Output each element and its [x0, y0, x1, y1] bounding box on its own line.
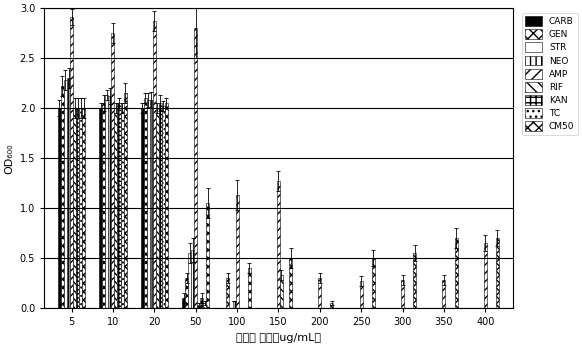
Bar [232, 301, 236, 308]
Bar [156, 108, 159, 308]
Bar [331, 303, 333, 308]
Bar [203, 303, 206, 308]
Bar [442, 280, 445, 308]
Bar [197, 305, 200, 308]
Bar [118, 103, 120, 308]
Bar [76, 108, 79, 308]
Bar [280, 275, 283, 308]
Bar [248, 268, 251, 308]
Bar [206, 203, 210, 308]
Bar [67, 78, 70, 308]
Bar [120, 108, 123, 308]
Bar [111, 33, 115, 308]
Bar [73, 108, 76, 308]
Bar [159, 103, 162, 308]
Bar [277, 181, 280, 308]
Bar [61, 86, 64, 308]
Bar [82, 108, 85, 308]
X-axis label: 抗生素 浓度（ug/mL）: 抗生素 浓度（ug/mL） [236, 333, 321, 343]
Bar [102, 103, 105, 308]
Legend: CARB, GEN, STR, NEO, AMP, RIF, KAN, TC, CM50: CARB, GEN, STR, NEO, AMP, RIF, KAN, TC, … [522, 13, 578, 135]
Bar [153, 21, 156, 308]
Bar [496, 238, 499, 308]
Bar [162, 106, 165, 308]
Bar [150, 100, 153, 308]
Bar [236, 195, 239, 308]
Bar [108, 96, 111, 308]
Bar [144, 98, 147, 308]
Bar [200, 298, 203, 308]
Bar [318, 278, 321, 308]
Bar [289, 258, 292, 308]
Bar [100, 108, 102, 308]
Bar [191, 250, 194, 308]
Bar [79, 108, 82, 308]
Bar [226, 278, 229, 308]
Bar [455, 238, 457, 308]
Bar [484, 243, 487, 308]
Bar [413, 253, 416, 308]
Bar [147, 100, 150, 308]
Bar [372, 258, 375, 308]
Bar [70, 17, 73, 308]
Bar [182, 298, 185, 308]
Bar [360, 281, 363, 308]
Bar [188, 253, 191, 308]
Bar [123, 93, 127, 308]
Bar [194, 28, 197, 308]
Y-axis label: OD₆₀₀: OD₆₀₀ [4, 143, 14, 174]
Bar [401, 280, 404, 308]
Bar [141, 108, 144, 308]
Bar [64, 80, 67, 308]
Bar [58, 108, 61, 308]
Bar [185, 278, 188, 308]
Bar [115, 108, 118, 308]
Bar [105, 95, 108, 308]
Bar [165, 103, 168, 308]
